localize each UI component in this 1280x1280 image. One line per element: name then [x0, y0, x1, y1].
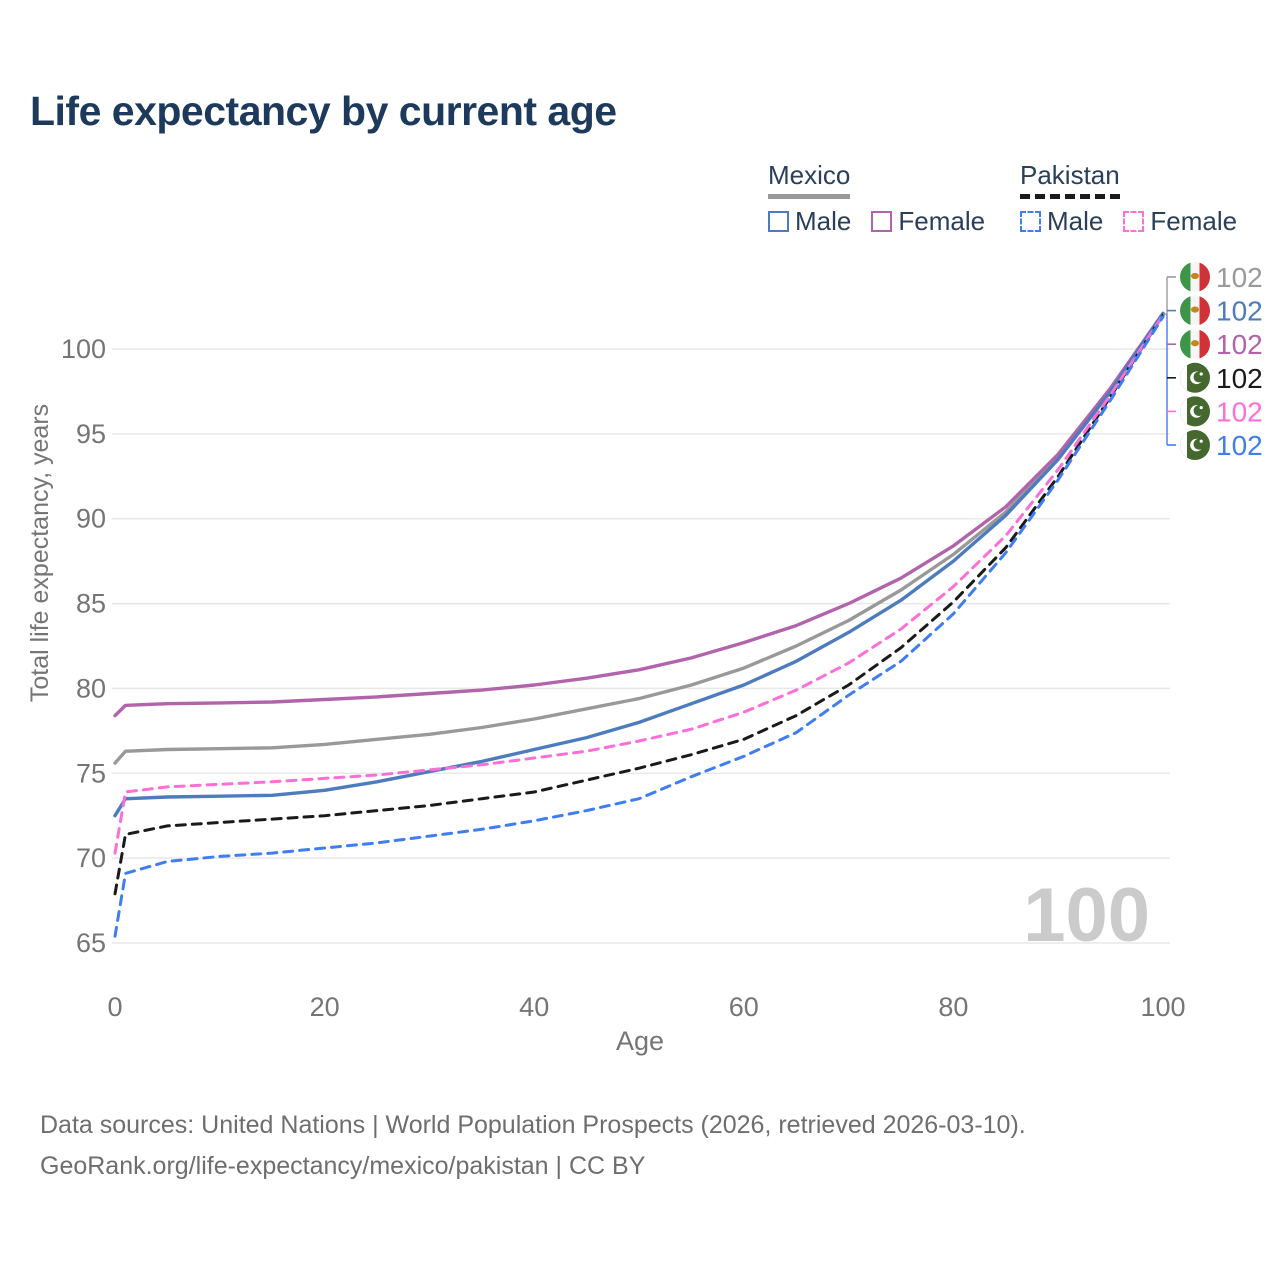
end-value-label-pakistan-male: 102: [1216, 430, 1263, 461]
y-tick-label-65: 65: [76, 928, 106, 958]
pakistan-flag-icon: [1180, 430, 1210, 460]
legend-group-pakistan: Pakistan Male Female: [1020, 160, 1237, 237]
age-counter-watermark: 100: [1023, 873, 1150, 958]
mexico-flag-icon: [1180, 262, 1210, 292]
series-line-mexico-female: [113, 311, 1165, 718]
x-tick-label-20: 20: [310, 992, 340, 1022]
legend-label: Female: [1150, 206, 1238, 236]
legend-swatch-pakistan-female: [1123, 211, 1145, 232]
end-value-label-mexico-female: 102: [1216, 329, 1263, 360]
legend-swatch-pakistan-male: [1020, 211, 1041, 232]
legend-swatch-mexico-female: [871, 211, 893, 232]
y-tick-label-70: 70: [76, 843, 106, 873]
legend-item-pakistan-male[interactable]: Male: [1020, 206, 1103, 237]
x-tick-label-80: 80: [938, 992, 968, 1022]
y-tick-label-85: 85: [76, 589, 106, 619]
series-line-pakistan-male: [113, 315, 1165, 938]
page-title: Life expectancy by current age: [30, 88, 617, 134]
legend-group-title-pakistan[interactable]: Pakistan: [1020, 160, 1120, 199]
end-value-label-pakistan: 102: [1216, 363, 1263, 394]
legend-label: Male: [1047, 206, 1104, 236]
legend-group-mexico: Mexico Male Female: [768, 160, 985, 237]
y-axis-title: Total life expectancy, years: [26, 404, 54, 702]
legend-item-mexico-male[interactable]: Male: [768, 206, 851, 237]
legend-swatch-mexico-male: [768, 211, 789, 232]
x-axis-title: Age: [616, 1026, 664, 1056]
mexico-flag-icon: [1180, 329, 1210, 360]
legend-label: Female: [898, 206, 986, 236]
footer: Data sources: United Nations | World Pop…: [40, 1105, 1026, 1187]
legend-label: Male: [795, 206, 852, 236]
footer-source-line: Data sources: United Nations | World Pop…: [40, 1111, 1026, 1139]
mexico-flag-icon: [1180, 295, 1210, 326]
end-value-label-pakistan-female: 102: [1216, 396, 1263, 427]
end-value-label-mexico: 102: [1216, 262, 1263, 293]
x-tick-label-0: 0: [107, 992, 122, 1022]
legend-group-title-mexico[interactable]: Mexico: [768, 160, 851, 199]
y-tick-label-90: 90: [76, 504, 106, 534]
y-tick-label-75: 75: [76, 758, 106, 788]
y-tick-label-95: 95: [76, 419, 106, 449]
series-line-mexico: [113, 311, 1165, 765]
series-line-pakistan-female: [113, 313, 1165, 855]
x-tick-label-100: 100: [1140, 992, 1185, 1022]
series-line-mexico-male: [113, 311, 1165, 818]
series-line-pakistan: [113, 313, 1165, 896]
x-tick-label-40: 40: [519, 992, 549, 1022]
footer-url-line: GeoRank.org/life-expectancy/mexico/pakis…: [40, 1152, 646, 1180]
y-tick-label-80: 80: [76, 673, 106, 703]
pakistan-flag-icon: [1180, 362, 1210, 393]
pakistan-flag-icon: [1180, 396, 1210, 427]
y-tick-label-100: 100: [61, 334, 106, 364]
legend-item-mexico-female[interactable]: Female: [871, 206, 985, 237]
x-tick-label-60: 60: [729, 992, 759, 1022]
legend-item-pakistan-female[interactable]: Female: [1123, 206, 1237, 237]
end-value-label-mexico-male: 102: [1216, 296, 1263, 327]
